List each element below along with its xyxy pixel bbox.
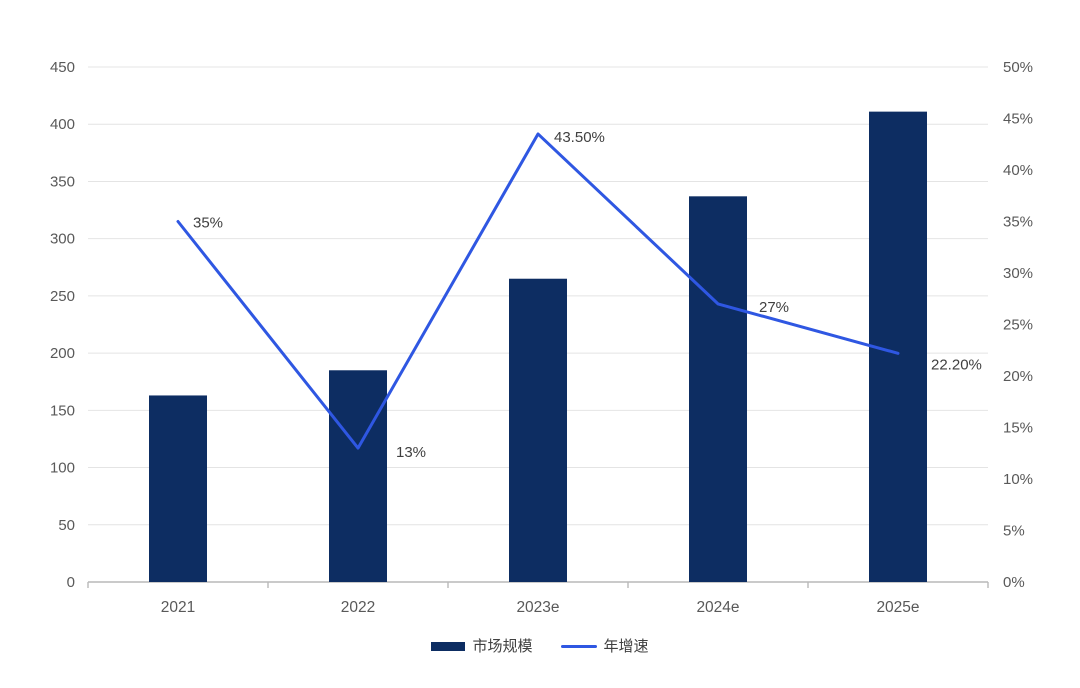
right-axis-tick-label: 10% xyxy=(1003,471,1033,488)
x-axis-label-2025e: 2025e xyxy=(876,599,919,616)
x-axis-label-2021: 2021 xyxy=(161,599,195,616)
left-axis-tick-label: 450 xyxy=(50,59,75,76)
right-axis-tick-label: 45% xyxy=(1003,111,1033,128)
left-axis-tick-label: 350 xyxy=(50,173,75,190)
right-axis-tick-label: 35% xyxy=(1003,214,1033,231)
right-axis-tick-label: 5% xyxy=(1003,523,1025,540)
legend: 市场规模 年增速 xyxy=(0,639,1080,654)
right-axis-tick-label: 15% xyxy=(1003,420,1033,437)
bar-2023e xyxy=(509,278,567,582)
left-axis-tick-label: 0 xyxy=(67,574,75,591)
right-axis-tick-label: 50% xyxy=(1003,59,1033,76)
left-axis-tick-label: 200 xyxy=(50,345,75,362)
right-axis-tick-label: 0% xyxy=(1003,574,1025,591)
bar-2021 xyxy=(149,395,207,582)
bar-series-swatch xyxy=(431,642,466,651)
legend-item-growth: 年增速 xyxy=(560,638,649,655)
growth-line xyxy=(176,132,900,450)
growth-data-label: 13% xyxy=(396,444,426,461)
legend-label-market-size: 市场规模 xyxy=(472,638,533,655)
left-axis-tick-label: 100 xyxy=(50,460,75,477)
legend-label-growth: 年增速 xyxy=(603,638,649,655)
growth-data-label: 43.50% xyxy=(554,129,605,146)
legend-item-market-size: 市场规模 xyxy=(431,638,533,655)
bar-2024e xyxy=(689,196,747,583)
left-axis-tick-label: 400 xyxy=(50,116,75,133)
growth-data-label: 35% xyxy=(193,215,223,232)
left-axis-tick-label: 250 xyxy=(50,288,75,305)
left-axis-tick-label: 300 xyxy=(50,231,75,248)
growth-data-label: 27% xyxy=(759,299,789,316)
right-axis-tick-label: 40% xyxy=(1003,162,1033,179)
bar-2022 xyxy=(329,370,387,582)
line-series-swatch xyxy=(560,645,597,648)
right-axis-tick-label: 25% xyxy=(1003,317,1033,334)
left-axis-tick-label: 50 xyxy=(58,517,75,534)
growth-data-label: 22.20% xyxy=(931,356,982,373)
right-axis-tick-label: 20% xyxy=(1003,368,1033,385)
x-axis-label-2023e: 2023e xyxy=(516,599,559,616)
right-axis-tick-label: 30% xyxy=(1003,265,1033,282)
x-axis-label-2024e: 2024e xyxy=(696,599,739,616)
left-axis-tick-label: 150 xyxy=(50,402,75,419)
x-axis-label-2022: 2022 xyxy=(341,599,375,616)
